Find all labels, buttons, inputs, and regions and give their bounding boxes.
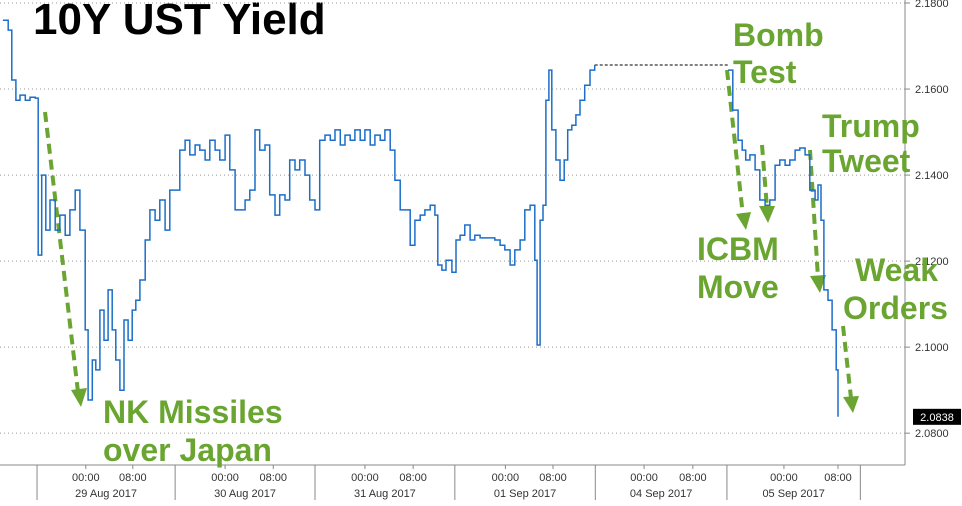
arrow-head — [71, 388, 87, 407]
x-tick-label: 08:00 — [399, 472, 427, 484]
x-tick-label: 08:00 — [824, 472, 852, 484]
y-tick-label: 2.1400 — [915, 170, 949, 182]
x-tick-label: 08:00 — [259, 472, 287, 484]
last-value-label: 2.0838 — [920, 412, 954, 424]
annotation-arrows — [43, 69, 853, 399]
y-tick-label: 2.0800 — [915, 428, 949, 440]
arrow — [760, 144, 769, 209]
x-tick-label: 00:00 — [770, 472, 798, 484]
day-label: 05 Sep 2017 — [762, 488, 824, 500]
day-label: 31 Aug 2017 — [354, 488, 416, 500]
annotation: NK Missiles — [103, 394, 283, 430]
annotation: over Japan — [103, 432, 272, 468]
chart-title: 10Y UST Yield — [33, 0, 326, 44]
x-tick-label: 00:00 — [72, 472, 100, 484]
x-tick-label: 00:00 — [630, 472, 658, 484]
annotation: Weak — [855, 252, 938, 288]
x-tick-label: 00:00 — [351, 472, 379, 484]
arrow — [841, 325, 853, 399]
x-tick-label: 00:00 — [211, 472, 239, 484]
arrow-head — [759, 206, 775, 223]
x-tick-label: 08:00 — [679, 472, 707, 484]
day-label: 01 Sep 2017 — [494, 488, 556, 500]
annotation: ICBM — [697, 231, 779, 267]
series-line — [728, 69, 839, 417]
arrow-head — [810, 275, 826, 293]
arrow-head — [843, 396, 859, 413]
x-tick-label: 00:00 — [492, 472, 520, 484]
x-tick-label: 08:00 — [539, 472, 567, 484]
arrow-head — [736, 212, 751, 230]
arrow — [725, 69, 745, 217]
x-tick-label: 08:00 — [119, 472, 147, 484]
y-tick-label: 2.1000 — [915, 342, 949, 354]
arrow-heads — [71, 206, 859, 413]
day-label: 04 Sep 2017 — [630, 488, 692, 500]
annotation: Orders — [843, 290, 948, 326]
y-tick-label: 2.1200 — [915, 256, 949, 268]
annotation: Tweet — [822, 143, 911, 179]
annotation: Move — [697, 269, 779, 305]
y-tick-label: 2.1600 — [915, 84, 949, 96]
day-label: 30 Aug 2017 — [214, 488, 276, 500]
last-value-box — [913, 408, 961, 425]
arrow — [808, 149, 820, 279]
y-tick-label: 2.1800 — [915, 0, 949, 10]
day-label: 29 Aug 2017 — [75, 488, 137, 500]
annotation: Trump — [822, 108, 920, 144]
series-line — [2, 19, 596, 401]
annotation: Bomb — [733, 17, 824, 53]
annotation: Test — [733, 54, 797, 90]
